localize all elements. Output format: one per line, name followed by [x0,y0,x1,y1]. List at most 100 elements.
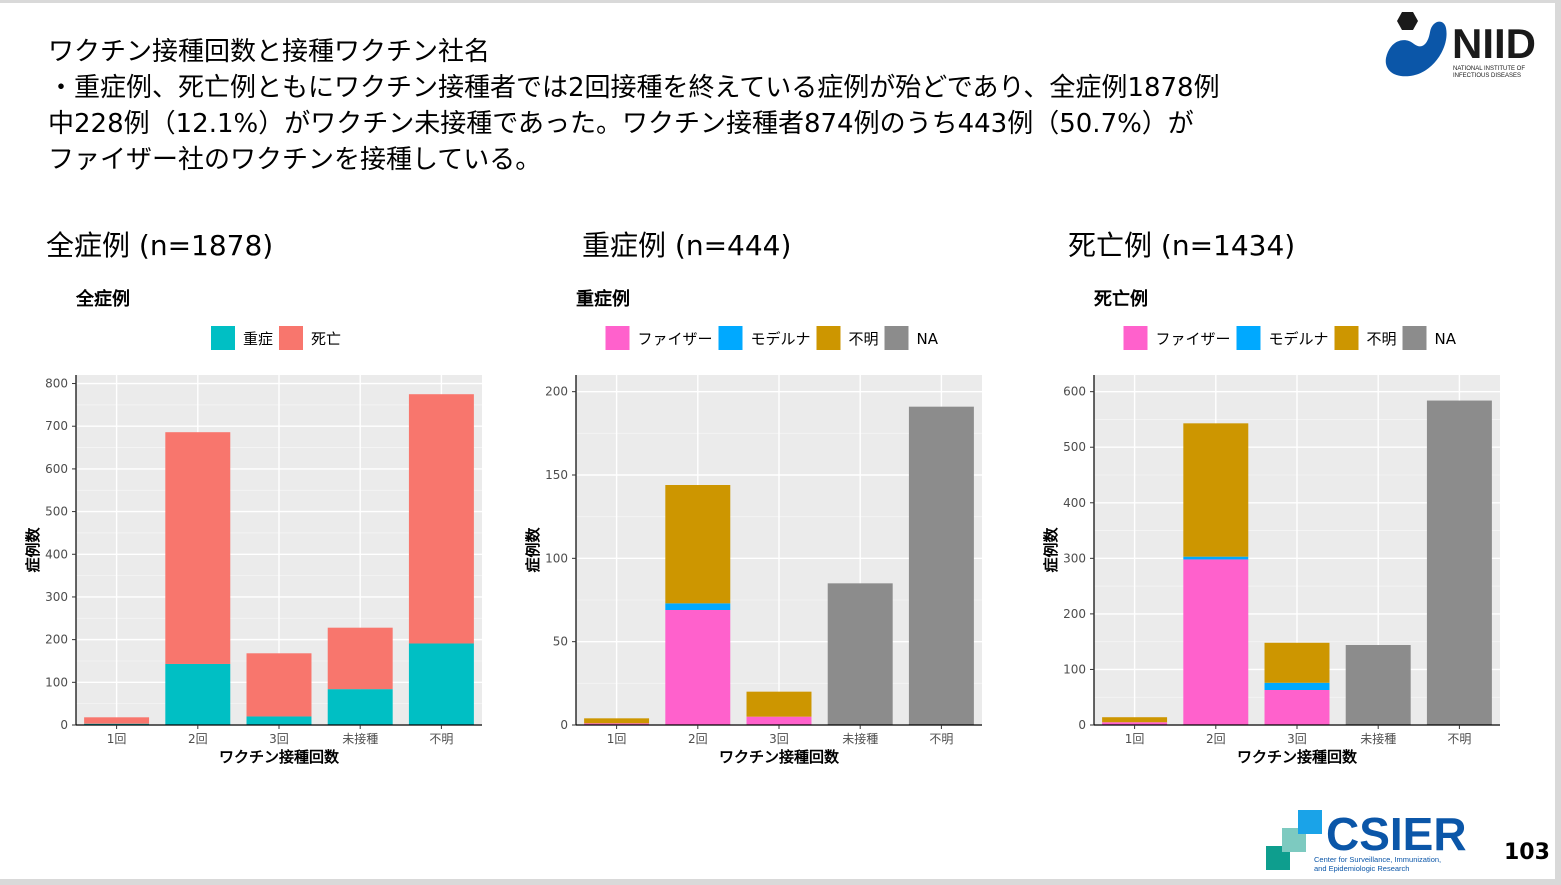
panel-title-death: 死亡例 (n=1434) [1068,229,1296,262]
y-tick-label: 100 [1063,662,1086,676]
legend-label: 不明 [1367,330,1397,348]
x-tick-label: 1回 [107,732,127,746]
y-tick-label: 400 [1063,496,1086,510]
x-tick-label: 1回 [1125,732,1145,746]
niid-logo-subtext-2: INFECTIOUS DISEASES [1453,73,1521,79]
x-tick-label: 3回 [269,732,289,746]
bar-segment [746,691,812,717]
legend-swatch [1123,326,1148,350]
y-tick-label: 0 [60,718,68,732]
x-tick-label: 2回 [1206,732,1226,746]
csier-logo: CSIER Center for Surveillance, Immunizat… [1266,808,1467,873]
y-tick-label: 300 [45,590,68,604]
csier-logo-text: CSIER [1326,808,1467,860]
chart-title: 全症例 [75,288,130,310]
legend-label: モデルナ [751,330,811,348]
bar-segment [665,610,731,725]
bar-segment [827,583,893,725]
legend-swatch [1236,326,1261,350]
bar-segment [327,627,393,690]
bar-segment [1264,682,1330,690]
y-tick-label: 0 [1078,718,1086,732]
bar-segment [1183,559,1249,725]
niid-logo: NIID NATIONAL INSTITUTE OF INFECTIOUS DI… [1385,12,1536,79]
legend-label: NA [917,330,939,348]
x-axis-title: ワクチン接種回数 [719,748,840,766]
bar-segment [1102,722,1168,725]
x-tick-label: 未接種 [842,731,878,746]
bar-segment [665,485,731,604]
x-tick-label: 1回 [607,732,627,746]
bar-segment [908,406,974,725]
csier-logo-subtext-1: Center for Surveillance, Immunization, [1314,855,1441,864]
y-tick-label: 50 [553,635,568,649]
y-tick-label: 800 [45,377,68,391]
x-tick-label: 不明 [429,732,453,746]
bar-segment [84,717,150,724]
x-tick-label: 3回 [769,732,789,746]
bar-segment [665,603,731,610]
page-number: 103 [1504,840,1550,865]
bar-segment [1102,717,1168,723]
legend-label: 不明 [849,330,879,348]
x-tick-label: 2回 [188,732,208,746]
legend-label: ファイザー [638,330,713,348]
niid-logo-subtext-1: NATIONAL INSTITUTE OF [1453,66,1525,72]
legend-label: モデルナ [1269,330,1329,348]
x-tick-label: 3回 [1287,732,1307,746]
y-tick-label: 600 [45,462,68,476]
bar-segment [584,718,650,724]
legend-label: 重症 [243,330,273,348]
legend-swatch [1402,326,1427,350]
y-tick-label: 700 [45,419,68,433]
y-tick-label: 200 [545,385,568,399]
y-axis-title: 症例数 [24,527,42,573]
bar-segment [1345,645,1411,725]
y-tick-label: 200 [1063,607,1086,621]
bar-segment [165,432,231,664]
bar-segment [1264,642,1330,683]
y-tick-label: 150 [545,468,568,482]
y-tick-label: 100 [45,675,68,689]
bar-segment [408,394,474,644]
bar-segment [1183,556,1249,560]
niid-logo-text: NIID [1452,20,1536,67]
legend-label: 死亡 [311,330,341,348]
y-tick-label: 300 [1063,551,1086,565]
bar-segment [165,663,231,725]
bar-segment [746,716,812,725]
bar-segment [84,723,150,725]
bar-segment [1426,400,1492,725]
niid-logo-hexagon [1397,12,1418,30]
bar-segment [246,653,312,717]
legend-label: ファイザー [1156,330,1231,348]
legend-swatch [884,326,909,350]
legend-swatch [718,326,743,350]
y-tick-label: 400 [45,547,68,561]
bar-segment [408,643,474,725]
bar-segment [1183,423,1249,557]
y-axis-title: 症例数 [524,527,542,573]
slide-title: ワクチン接種回数と接種ワクチン社名 ・重症例、死亡例ともにワクチン接種者では2回… [48,37,1220,175]
legend-swatch [279,326,303,350]
x-tick-label: 未接種 [342,731,378,746]
bar-segment [584,723,650,725]
bar-segment [327,689,393,725]
legend-swatch [816,326,841,350]
x-tick-label: 不明 [929,732,953,746]
csier-logo-square-3 [1298,810,1322,834]
x-tick-label: 未接種 [1360,731,1396,746]
y-axis-title: 症例数 [1042,527,1060,573]
legend-label: NA [1435,330,1457,348]
y-tick-label: 100 [545,551,568,565]
csier-logo-subtext-2: and Epidemiologic Research [1314,864,1409,873]
chart-title: 死亡例 [1094,288,1148,310]
x-axis-title: ワクチン接種回数 [219,748,340,766]
panel-title-severe: 重症例 (n=444) [582,229,792,262]
bar-segment [246,716,312,725]
bar-segment [1264,690,1330,725]
x-tick-label: 不明 [1447,732,1471,746]
